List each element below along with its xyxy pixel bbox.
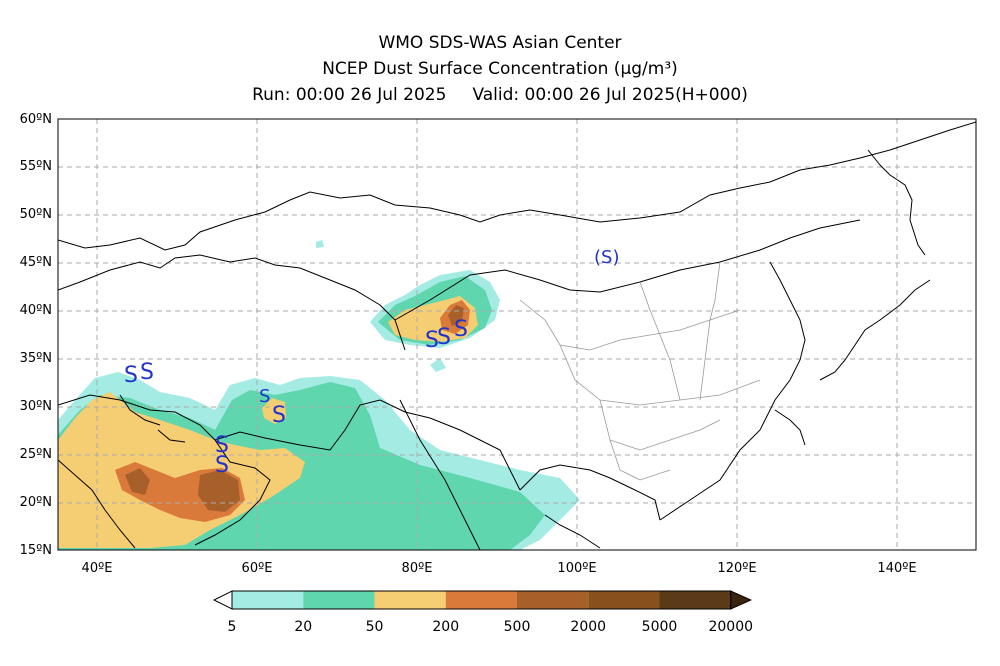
lat-tick-label: 40ºN [20,303,52,318]
colorbar-label: 500 [504,619,531,635]
lat-tick-label: 55ºN [20,159,52,174]
lon-tick-label: 80ºE [402,561,433,576]
lat-tick-label: 35ºN [20,351,52,366]
dust-marker: S [425,328,439,353]
lon-tick-label: 100ºE [557,561,596,576]
lon-tick-label: 60ºE [242,561,273,576]
lat-tick-label: 15ºN [20,543,52,558]
dust-marker: S [454,317,468,342]
colorbar: 5 20 50 200 500 2000 5000 20000 [212,590,753,635]
lat-tick-label: 50ºN [20,207,52,222]
country-borders [58,121,976,550]
lon-tick-labels: 40ºE 60ºE 80ºE 100ºE 120ºE 140ºE [82,561,917,576]
colorbar-segment [517,591,589,609]
dust-contour-5-20-patch [316,240,324,248]
dust-marker-bracketed: (S) [594,247,619,268]
dust-contour-500-2000 [125,468,150,495]
colorbar-segment [374,591,446,609]
lat-tick-label: 30ºN [20,399,52,414]
dust-marker: S [140,360,154,385]
lon-tick-label: 120ºE [717,561,756,576]
colorbar-segment [445,591,517,609]
title-line-2: NCEP Dust Surface Concentration (μg/m³) [322,59,678,79]
dust-marker: S [215,433,229,458]
lat-tick-labels: 15ºN 20ºN 25ºN 30ºN 35ºN 40ºN 45ºN 50ºN … [20,112,52,558]
china-province-borders [519,261,761,481]
colorbar-segment [588,591,660,609]
map-frame [57,118,977,551]
colorbar-low-triangle [212,590,233,610]
dust-marker: S [272,403,286,428]
lon-tick-label: 140ºE [877,561,916,576]
dust-contour-50-200 [58,392,305,548]
colorbar-label: 200 [432,619,459,635]
colorbar-label: 50 [366,619,384,635]
colorbar-label: 2000 [570,619,606,635]
lon-tick-label: 40ºE [82,561,113,576]
dust-marker: S [437,325,451,350]
colorbar-segment [303,591,375,609]
dust-contour-500-2000-b [198,470,240,512]
lat-tick-label: 25ºN [20,447,52,462]
title-line-1: WMO SDS-WAS Asian Center [378,33,622,53]
colorbar-label: 5 [228,619,237,635]
lat-lon-grid [58,119,976,550]
dust-contour-50-200-east [262,398,286,424]
lat-tick-label: 20ºN [20,495,52,510]
colorbar-label: 5000 [642,619,678,635]
lat-tick-label: 45ºN [20,255,52,270]
run-time: Run: 00:00 26 Jul 2025 [252,85,447,105]
colorbar-segment [232,591,304,609]
colorbar-segment [659,591,731,609]
colorbar-label: 20000 [708,619,753,635]
dust-concentration-layer [58,119,976,550]
colorbar-high-triangle [730,590,752,610]
lat-tick-label: 60ºN [20,112,52,127]
dust-marker: S [259,386,270,407]
dust-marker: S [124,363,138,388]
dust-marker: S [215,453,229,478]
colorbar-label: 20 [294,619,312,635]
valid-time: Valid: 00:00 26 Jul 2025(H+000) [472,85,748,105]
dust-contour-5-20-patch2 [430,358,446,372]
dust-contour-500-2000-north [448,305,464,326]
colorbar-border [231,590,732,610]
dust-storm-markers: S S S S S S S S S (S) [124,247,619,478]
title-line-3: Run: 00:00 26 Jul 2025 Valid: 00:00 26 Ju… [0,84,1000,106]
